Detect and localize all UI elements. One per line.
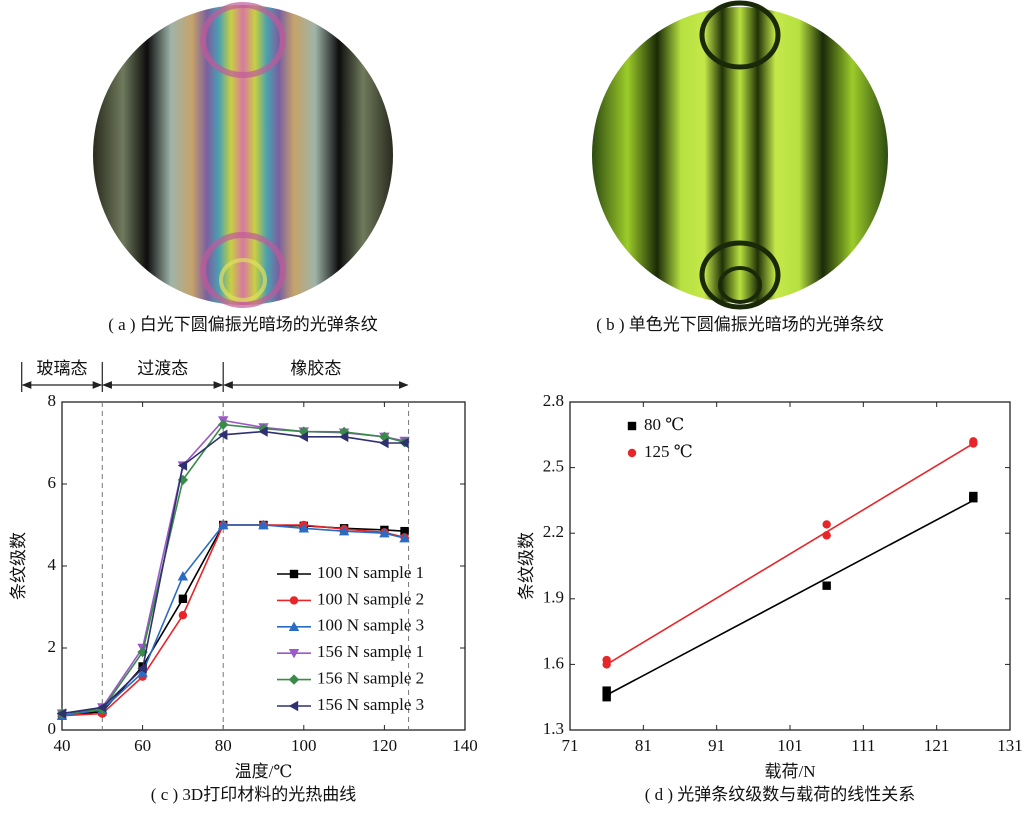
legend-label: 80 ℃ bbox=[644, 415, 684, 434]
phase-label: 橡胶态 bbox=[290, 359, 341, 378]
image-a bbox=[93, 2, 393, 308]
marker bbox=[399, 532, 410, 543]
marker bbox=[178, 611, 188, 620]
legend-label: 156 N sample 3 bbox=[317, 695, 424, 714]
y-tick-label: 1.3 bbox=[543, 719, 564, 738]
marker bbox=[137, 646, 148, 658]
x-axis-label: 载荷/N bbox=[765, 762, 816, 781]
legend-label: 156 N sample 1 bbox=[317, 642, 424, 661]
image-caption: ( a ) 白光下圆偏振光暗场的光弹条纹 bbox=[108, 315, 378, 334]
x-tick-label: 80 bbox=[215, 736, 232, 755]
x-tick-label: 111 bbox=[851, 736, 875, 755]
y-axis-label: 条纹级数 bbox=[517, 532, 536, 600]
legend-label: 100 N sample 1 bbox=[317, 563, 424, 582]
marker bbox=[258, 426, 268, 437]
legend-label: 156 N sample 2 bbox=[317, 669, 424, 688]
x-tick-label: 71 bbox=[562, 736, 579, 755]
marker bbox=[288, 700, 299, 712]
y-tick-label: 2.8 bbox=[543, 391, 564, 410]
marker bbox=[379, 437, 389, 449]
x-tick-label: 91 bbox=[708, 736, 725, 755]
marker bbox=[602, 686, 611, 695]
series-line bbox=[61, 524, 405, 717]
y-tick-label: 1.9 bbox=[543, 588, 564, 607]
x-tick-label: 140 bbox=[452, 736, 478, 755]
x-tick-label: 101 bbox=[777, 736, 803, 755]
marker bbox=[298, 523, 309, 533]
legend-label: 125 ℃ bbox=[644, 442, 693, 461]
marker bbox=[627, 421, 637, 431]
y-tick-label: 1.6 bbox=[543, 653, 564, 672]
marker bbox=[338, 431, 349, 443]
marker bbox=[602, 693, 611, 702]
legend-label: 100 N sample 3 bbox=[317, 616, 424, 635]
marker bbox=[822, 581, 831, 590]
x-tick-label: 100 bbox=[291, 736, 317, 755]
marker bbox=[338, 525, 350, 536]
marker bbox=[399, 437, 409, 449]
phase-label: 玻璃态 bbox=[37, 359, 88, 378]
marker bbox=[969, 439, 978, 448]
y-axis-label: 条纹级数 bbox=[9, 532, 28, 600]
y-tick-label: 2.5 bbox=[543, 457, 564, 476]
marker bbox=[822, 531, 831, 540]
marker bbox=[177, 460, 188, 471]
y-tick-label: 6 bbox=[48, 473, 57, 492]
marker bbox=[379, 528, 390, 538]
marker bbox=[288, 649, 300, 659]
x-tick-label: 121 bbox=[924, 736, 950, 755]
marker bbox=[137, 663, 147, 674]
y-tick-label: 2 bbox=[48, 637, 57, 656]
chart-caption: ( c ) 3D打印材料的光热曲线 bbox=[151, 785, 356, 804]
image-b bbox=[592, 0, 888, 310]
x-tick-label: 131 bbox=[997, 736, 1023, 755]
x-tick-label: 60 bbox=[134, 736, 151, 755]
marker bbox=[288, 621, 300, 631]
y-tick-label: 4 bbox=[48, 555, 57, 574]
marker bbox=[258, 519, 269, 530]
chart-caption: ( d ) 光弹条纹级数与载荷的线性关系 bbox=[645, 785, 916, 804]
phase-label: 过渡态 bbox=[137, 359, 188, 378]
marker bbox=[56, 708, 67, 719]
marker bbox=[400, 526, 409, 536]
fit-line bbox=[606, 499, 974, 696]
x-axis-label: 温度/℃ bbox=[235, 762, 293, 781]
y-tick-label: 2.2 bbox=[543, 522, 564, 541]
marker bbox=[288, 674, 300, 685]
x-tick-label: 40 bbox=[54, 736, 71, 755]
marker bbox=[218, 419, 229, 430]
image-caption: ( b ) 单色光下圆偏振光暗场的光弹条纹 bbox=[596, 315, 884, 334]
marker bbox=[137, 667, 148, 677]
fit-line bbox=[606, 442, 974, 666]
marker bbox=[627, 448, 637, 458]
marker bbox=[289, 569, 299, 579]
marker bbox=[969, 494, 978, 503]
x-tick-label: 81 bbox=[635, 736, 652, 755]
marker bbox=[177, 571, 189, 581]
marker bbox=[602, 660, 611, 669]
marker bbox=[218, 519, 229, 530]
marker bbox=[289, 596, 299, 605]
legend-label: 100 N sample 2 bbox=[317, 589, 424, 608]
marker bbox=[178, 594, 188, 603]
plot-frame bbox=[569, 401, 1011, 731]
series-line bbox=[61, 423, 405, 715]
y-tick-label: 0 bbox=[48, 719, 57, 738]
y-tick-label: 8 bbox=[48, 391, 57, 410]
x-tick-label: 120 bbox=[372, 736, 398, 755]
series-line bbox=[61, 430, 405, 715]
marker bbox=[298, 431, 308, 443]
marker bbox=[822, 520, 831, 529]
marker bbox=[218, 429, 228, 440]
marker bbox=[97, 702, 107, 713]
